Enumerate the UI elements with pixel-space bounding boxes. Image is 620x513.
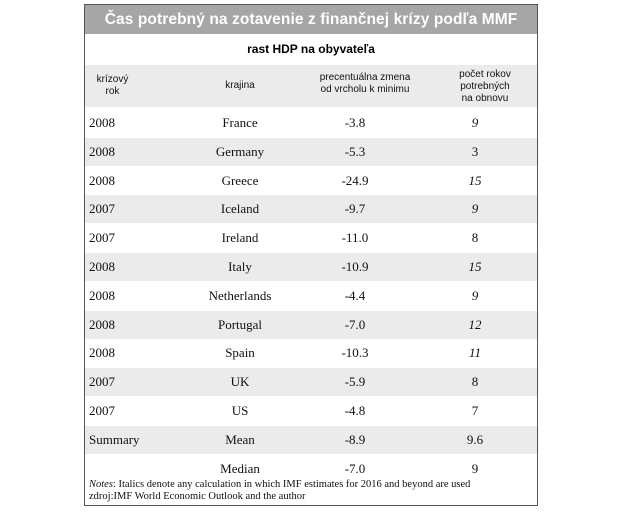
table-frame: Čas potrebný na zotavenie z finančnej kr… xyxy=(84,4,538,506)
cell-country: Median xyxy=(220,460,260,476)
cell-country: Netherlands xyxy=(208,287,272,303)
cell-years: 9.6 xyxy=(466,431,484,447)
header-year: krízový rok xyxy=(96,74,129,97)
table-row: 2008 Netherlands -4.4 9 xyxy=(85,282,537,310)
cell-country: Mean xyxy=(225,431,255,447)
cell-country: Italy xyxy=(228,259,252,274)
cell-year: 2008 xyxy=(89,316,115,332)
cell-change: -7.0 xyxy=(344,460,366,476)
header-row: krízový rok krajina precentuálna zmena o… xyxy=(85,65,537,107)
table-title: Čas potrebný na zotavenie z finančnej kr… xyxy=(85,5,537,34)
table-row: 2008 Italy -10.9 15 xyxy=(85,253,537,281)
cell-country: Greece xyxy=(221,172,259,188)
cell-change: -7.0 xyxy=(344,316,366,332)
cell-years: 7 xyxy=(471,403,479,418)
source-line: zdroj:IMF World Economic Outlook and the… xyxy=(89,491,306,502)
notes-label: Notes xyxy=(89,479,113,490)
cell-country: Ireland xyxy=(221,230,259,246)
cell-change: -8.9 xyxy=(344,431,366,447)
cell-country: France xyxy=(222,115,258,130)
cell-country: UK xyxy=(230,374,250,390)
cell-years: 8 xyxy=(471,230,479,246)
cell-change: -10.9 xyxy=(341,259,369,274)
table-notes: Notes: Italics denote any calculation in… xyxy=(89,479,535,503)
cell-year: 2007 xyxy=(89,403,115,418)
table-row: 2007 Iceland -9.7 9 xyxy=(85,195,537,224)
table-row: 2008 France -3.8 9 xyxy=(85,109,537,137)
cell-country: US xyxy=(231,403,249,418)
table-row: 2007 US -4.8 7 xyxy=(85,397,537,425)
header-country: krajina xyxy=(225,80,255,91)
cell-years: 3 xyxy=(471,143,479,159)
cell-years: 11 xyxy=(468,345,482,361)
cell-change: -24.9 xyxy=(341,172,369,188)
cell-year: 2008 xyxy=(89,172,115,188)
cell-years: 9 xyxy=(471,201,479,217)
cell-year: 2008 xyxy=(89,143,115,159)
cell-country: Iceland xyxy=(220,201,260,217)
cell-change: -4.8 xyxy=(344,403,366,418)
cell-years: 12 xyxy=(468,316,482,332)
cell-country: Germany xyxy=(215,143,265,159)
cell-change: -5.3 xyxy=(344,143,366,159)
cell-years: 15 xyxy=(468,259,482,274)
table-subtitle: rast HDP na obyvateľa xyxy=(247,42,375,56)
cell-country: Spain xyxy=(225,345,255,361)
table-row: 2007 UK -5.9 8 xyxy=(85,368,537,397)
cell-change: -10.3 xyxy=(341,345,369,361)
table-row: 2008 Germany -5.3 3 xyxy=(85,137,537,166)
notes-line: Notes: Italics denote any calculation in… xyxy=(89,479,535,491)
cell-year: 2008 xyxy=(89,259,115,274)
cell-year: 2007 xyxy=(89,374,115,390)
cell-years: 9 xyxy=(471,460,479,476)
cell-change: -9.7 xyxy=(344,201,366,217)
cell-country: Portugal xyxy=(217,316,263,332)
table-row: 2008 Spain -10.3 11 xyxy=(85,339,537,367)
notes-text: : Italics denote any calculation in whic… xyxy=(112,479,471,490)
cell-year: 2008 xyxy=(89,287,115,303)
cell-change: -5.9 xyxy=(344,374,366,390)
cell-year: 2007 xyxy=(89,201,115,217)
cell-year: 2008 xyxy=(89,115,115,130)
cell-year: 2007 xyxy=(89,230,115,246)
cell-years: 9 xyxy=(471,115,479,130)
cell-year: Summary xyxy=(89,431,140,447)
cell-years: 9 xyxy=(471,287,479,303)
table-row: 2008 Greece -24.9 15 xyxy=(85,167,537,195)
table-row: Summary Mean -8.9 9.6 xyxy=(85,425,537,454)
header-years: počet rokov potrebných na obnovu xyxy=(459,69,511,104)
table-row: Median -7.0 9 xyxy=(85,455,537,483)
cell-years: 8 xyxy=(471,374,479,390)
table-row: 2008 Portugal -7.0 12 xyxy=(85,310,537,339)
cell-change: -3.8 xyxy=(344,115,366,130)
header-change: precentuálna zmena od vrcholu k minimu xyxy=(319,72,411,95)
cell-change: -4.4 xyxy=(344,287,366,303)
table-row: 2007 Ireland -11.0 8 xyxy=(85,224,537,252)
cell-change: -11.0 xyxy=(341,230,369,246)
cell-years: 15 xyxy=(468,172,482,188)
cell-year: 2008 xyxy=(89,345,115,361)
